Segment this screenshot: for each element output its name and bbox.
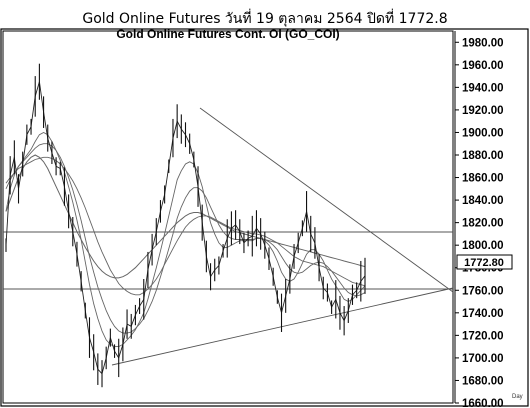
y-tick-label: 1660.00 — [462, 398, 504, 408]
y-tick-label: 1820.00 — [462, 218, 504, 230]
y-tick-label: 1840.00 — [462, 195, 504, 207]
last-price-marker: 1772.80 — [456, 254, 513, 270]
moving-average-line — [5, 156, 366, 296]
y-tick-label: 1920.00 — [462, 105, 504, 117]
y-tick-label: 1760.00 — [462, 285, 504, 297]
x-axis-label: Day — [512, 394, 523, 400]
y-tick-label: 1700.00 — [462, 353, 504, 365]
y-tick-label: 1960.00 — [462, 60, 504, 72]
y-tick-label: 1880.00 — [462, 150, 504, 162]
y-tick-label: 1860.00 — [462, 173, 504, 185]
lower-trendline — [111, 287, 454, 366]
y-tick-label: 1900.00 — [462, 127, 504, 139]
y-tick-label: 1740.00 — [462, 308, 504, 320]
page-title: Gold Online Futures วันที่ 19 ตุลาคม 256… — [82, 11, 448, 27]
moving-average-line — [5, 154, 366, 279]
y-tick-label: 1800.00 — [462, 240, 504, 252]
chart-subtitle: Gold Online Futures Cont. OI (GO_COI) — [116, 27, 339, 41]
moving-averages — [5, 131, 366, 348]
y-tick-label: 1980.00 — [462, 37, 504, 49]
y-tick-label: 1720.00 — [462, 330, 504, 342]
last-price-label: 1772.80 — [464, 257, 504, 269]
upper-trendline — [199, 107, 454, 293]
moving-average-line — [5, 131, 366, 348]
reference-lines — [3, 107, 454, 366]
y-tick-label: 1680.00 — [462, 375, 504, 387]
price-bars — [5, 63, 366, 388]
y-tick-label: 1940.00 — [462, 82, 504, 94]
y-axis: 1660.00 1680.00 1700.00 1720.00 1740.00 1760.… — [455, 37, 504, 408]
